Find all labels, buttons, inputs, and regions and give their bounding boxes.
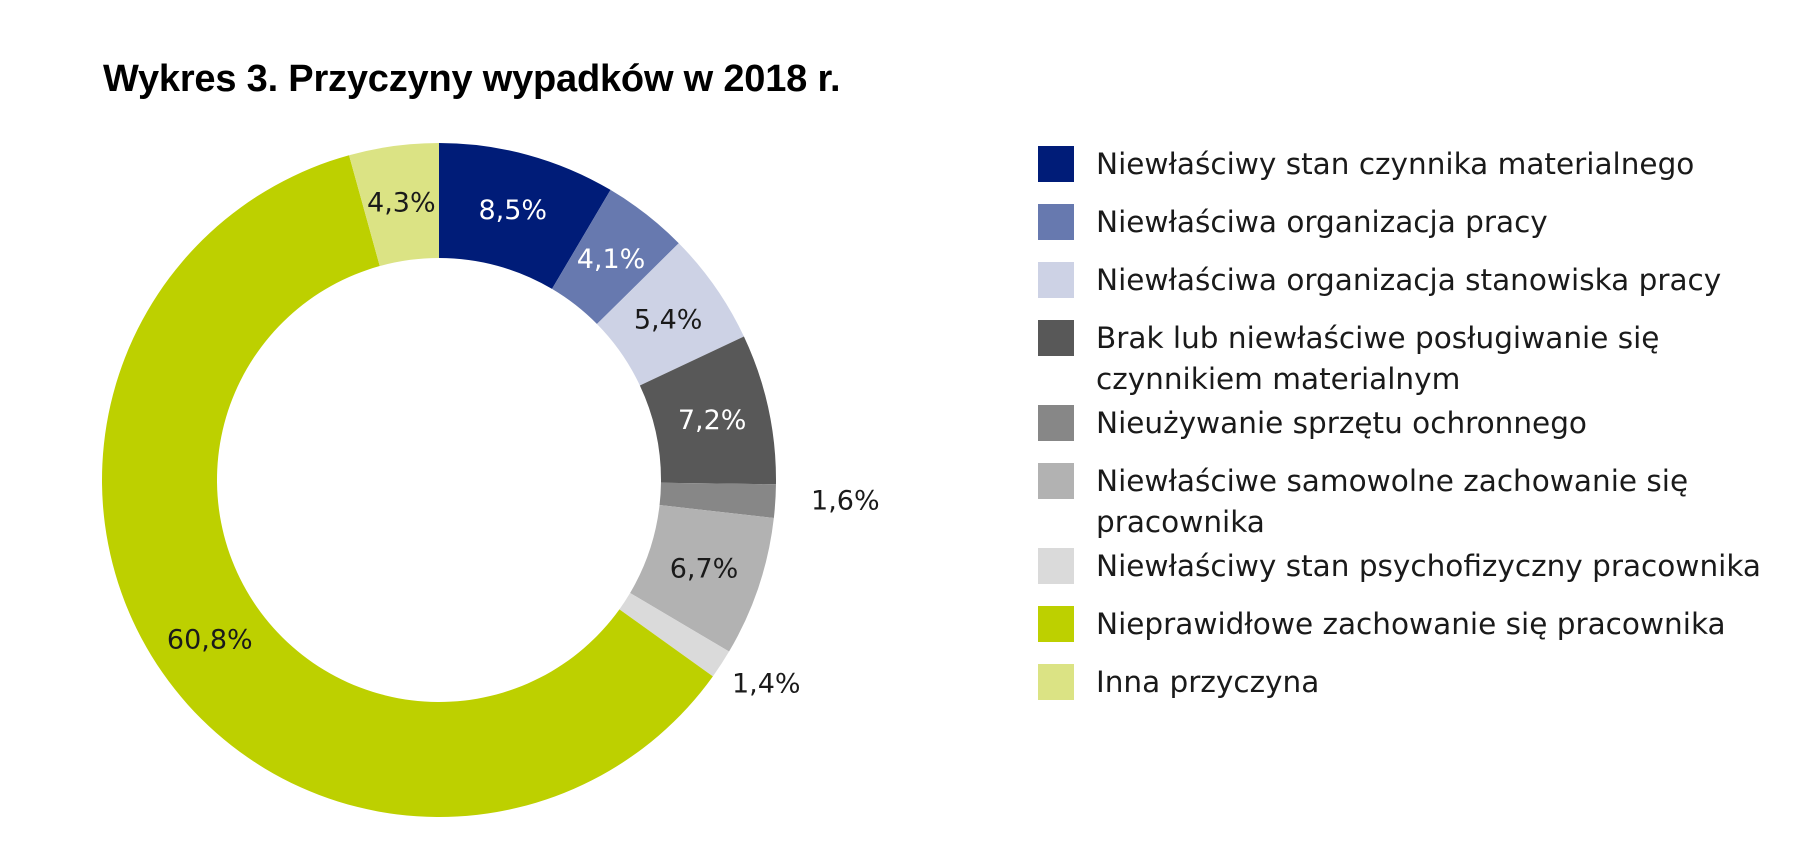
- legend-swatch: [1038, 463, 1074, 499]
- legend-swatch: [1038, 262, 1074, 298]
- slice-label: 1,4%: [732, 669, 801, 700]
- legend-label: Niewłaściwy stan psychofizyczny pracowni…: [1096, 549, 1761, 583]
- donut-slice: [659, 482, 776, 519]
- donut-slice: [619, 593, 730, 677]
- legend-label: Niewłaściwe samowolne zachowanie się pra…: [1096, 464, 1689, 539]
- legend-swatch: [1038, 606, 1074, 642]
- legend-item: Niewłaściwa organizacja stanowiska pracy: [1038, 260, 1776, 301]
- legend-label: Nieprawidłowe zachowanie się pracownika: [1096, 607, 1726, 641]
- legend-item: Nieprawidłowe zachowanie się pracownika: [1038, 604, 1776, 645]
- legend-label: Nieużywanie sprzętu ochronnego: [1096, 406, 1587, 440]
- slice-label: 5,4%: [634, 305, 703, 336]
- slice-label: 4,3%: [367, 188, 436, 219]
- legend-swatch: [1038, 405, 1074, 441]
- legend-label: Niewłaściwa organizacja pracy: [1096, 205, 1548, 239]
- legend-item: Niewłaściwe samowolne zachowanie się pra…: [1038, 461, 1776, 543]
- legend-label: Niewłaściwy stan czynnika materialnego: [1096, 147, 1695, 181]
- legend-swatch: [1038, 204, 1074, 240]
- donut-slice: [630, 505, 774, 652]
- legend-label: Niewłaściwa organizacja stanowiska pracy: [1096, 263, 1722, 297]
- slice-label: 6,7%: [670, 553, 739, 584]
- donut-slice: [639, 336, 776, 485]
- legend-item: Brak lub niewłaściwe posługiwanie się cz…: [1038, 318, 1776, 400]
- legend-item: Niewłaściwa organizacja pracy: [1038, 202, 1776, 243]
- legend-item: Inna przyczyna: [1038, 662, 1776, 703]
- legend-label: Brak lub niewłaściwe posługiwanie się cz…: [1096, 321, 1660, 396]
- donut-slice: [439, 143, 611, 289]
- legend-swatch: [1038, 664, 1074, 700]
- donut-slice: [349, 143, 439, 267]
- legend-item: Niewłaściwy stan psychofizyczny pracowni…: [1038, 546, 1776, 587]
- slice-label: 8,5%: [478, 195, 547, 226]
- slice-label: 7,2%: [678, 405, 747, 436]
- legend-label: Inna przyczyna: [1096, 665, 1320, 699]
- legend-swatch: [1038, 548, 1074, 584]
- donut-slice: [596, 243, 744, 386]
- legend-swatch: [1038, 146, 1074, 182]
- donut-slice: [552, 189, 679, 325]
- chart-title: Wykres 3. Przyczyny wypadków w 2018 r.: [103, 58, 841, 100]
- slice-label: 1,6%: [811, 486, 880, 517]
- legend-item: Nieużywanie sprzętu ochronnego: [1038, 403, 1776, 444]
- legend-swatch: [1038, 320, 1074, 356]
- donut-slice: [102, 155, 713, 818]
- legend-item: Niewłaściwy stan czynnika materialnego: [1038, 144, 1776, 185]
- slice-label: 4,1%: [577, 244, 646, 275]
- slice-label: 60,8%: [167, 624, 253, 655]
- donut-chart: 8,5% 4,1% 5,4% 7,2% 1,6% 6,7% 1,4% 60,8% 4,3%: [102, 143, 880, 818]
